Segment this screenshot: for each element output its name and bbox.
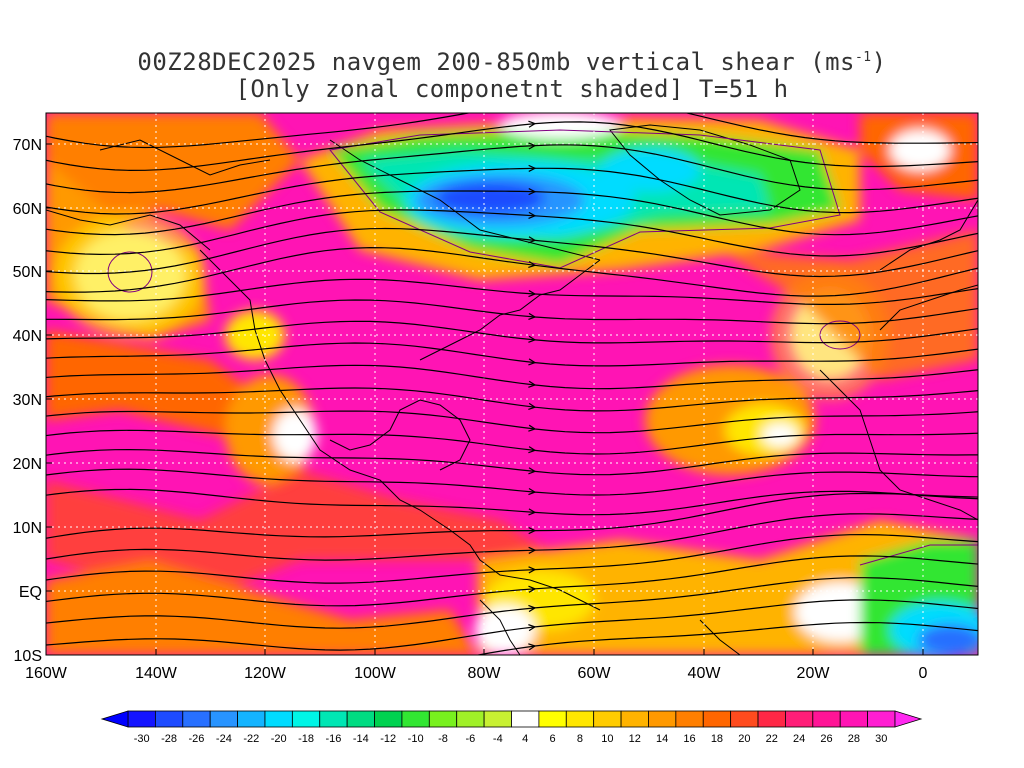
streamline-arrow	[528, 358, 537, 366]
streamline-arrow	[528, 585, 537, 593]
streamline-arrow	[528, 335, 537, 343]
lat-tick-label: 30N	[13, 392, 42, 409]
streamline	[46, 113, 978, 149]
lon-tick-label: 120W	[244, 665, 287, 682]
graticule	[46, 113, 978, 655]
streamline	[46, 320, 978, 344]
lon-tick-label: 160W	[25, 665, 68, 682]
streamline-arrow	[528, 546, 537, 554]
streamline-arrow	[528, 100, 535, 106]
lat-tick-label: 20N	[13, 456, 42, 473]
streamline	[46, 342, 978, 367]
streamline-arrow	[528, 624, 537, 632]
chart-title-line-2: [Only zonal componetnt shaded] T=51 h	[235, 75, 789, 103]
streamline	[46, 599, 978, 651]
streamline	[46, 144, 978, 194]
streamline-arrow	[528, 527, 537, 535]
streamline	[46, 209, 978, 257]
lon-tick-label: 100W	[354, 665, 397, 682]
streamline	[46, 429, 978, 455]
streamline	[46, 190, 978, 236]
lon-tick-label: 60W	[578, 665, 612, 682]
streamline	[46, 246, 978, 297]
lon-tick-label: 20W	[797, 665, 831, 682]
streamline-arrow	[528, 312, 537, 321]
streamline	[46, 227, 978, 278]
streamline-arrow	[528, 164, 537, 173]
coastlines	[46, 124, 978, 655]
lat-tick-label: 60N	[13, 201, 42, 218]
streamline	[474, 621, 978, 655]
streamline	[46, 278, 978, 305]
streamline	[46, 167, 978, 215]
latitude-axis: 70N 60N 50N 40N 30N 20N 10N EQ 10S	[13, 137, 52, 665]
streamline-arrow	[528, 402, 537, 410]
lon-tick-label: 140W	[135, 665, 178, 682]
lon-tick-label: 40W	[688, 665, 722, 682]
streamline	[46, 513, 978, 561]
streamline	[46, 468, 978, 496]
streamline	[46, 448, 978, 476]
streamline-arrow	[528, 566, 537, 574]
lon-tick-label: 0	[919, 665, 928, 682]
streamline-arrow	[528, 236, 537, 244]
lon-tick-label: 80W	[468, 665, 502, 682]
streamline-arrow	[528, 604, 537, 613]
streamlines	[46, 100, 978, 655]
title-superscript: -1	[854, 50, 872, 65]
lat-tick-label: 10N	[13, 520, 42, 537]
streamline-arrow	[528, 424, 537, 432]
streamline	[46, 410, 978, 434]
streamline	[46, 492, 978, 539]
streamline	[46, 555, 978, 607]
streamline-arrow	[528, 142, 537, 150]
streamline-arrow	[528, 380, 537, 388]
streamline-arrow	[528, 446, 537, 454]
streamline	[46, 121, 978, 172]
lat-tick-label: 40N	[13, 328, 42, 345]
lat-tick-label: 50N	[13, 264, 42, 281]
streamline-arrow	[528, 120, 537, 128]
lat-tick-label: 10S	[14, 648, 42, 665]
streamline-arrow	[528, 467, 537, 475]
streamline	[46, 299, 978, 325]
streamline-arrow	[528, 488, 537, 496]
streamline	[46, 533, 978, 584]
title-prefix: 00Z28DEC2025 navgem 200-850mb vertical s…	[137, 48, 855, 76]
streamline	[46, 488, 978, 516]
chart-title-line-1: 00Z28DEC2025 navgem 200-850mb vertical s…	[0, 48, 1024, 76]
streamline-arrow	[528, 260, 537, 269]
zero-contours	[107, 129, 978, 566]
plot-frame	[45, 112, 979, 656]
streamline-arrow	[528, 187, 537, 196]
lat-tick-label: EQ	[19, 584, 42, 601]
streamline-arrow	[528, 290, 537, 298]
lat-tick-label: 70N	[13, 137, 42, 154]
streamline	[46, 387, 978, 412]
streamline-arrow	[528, 211, 537, 220]
streamline	[46, 577, 978, 629]
streamline	[46, 364, 978, 390]
shading-layer	[46, 100, 978, 655]
title-suffix: )	[871, 48, 887, 76]
streamline-arrow	[528, 508, 537, 516]
streamline-arrow	[528, 643, 537, 651]
longitude-axis: 160W 140W 120W 100W 80W 60W 40W 20W 0	[25, 649, 928, 682]
